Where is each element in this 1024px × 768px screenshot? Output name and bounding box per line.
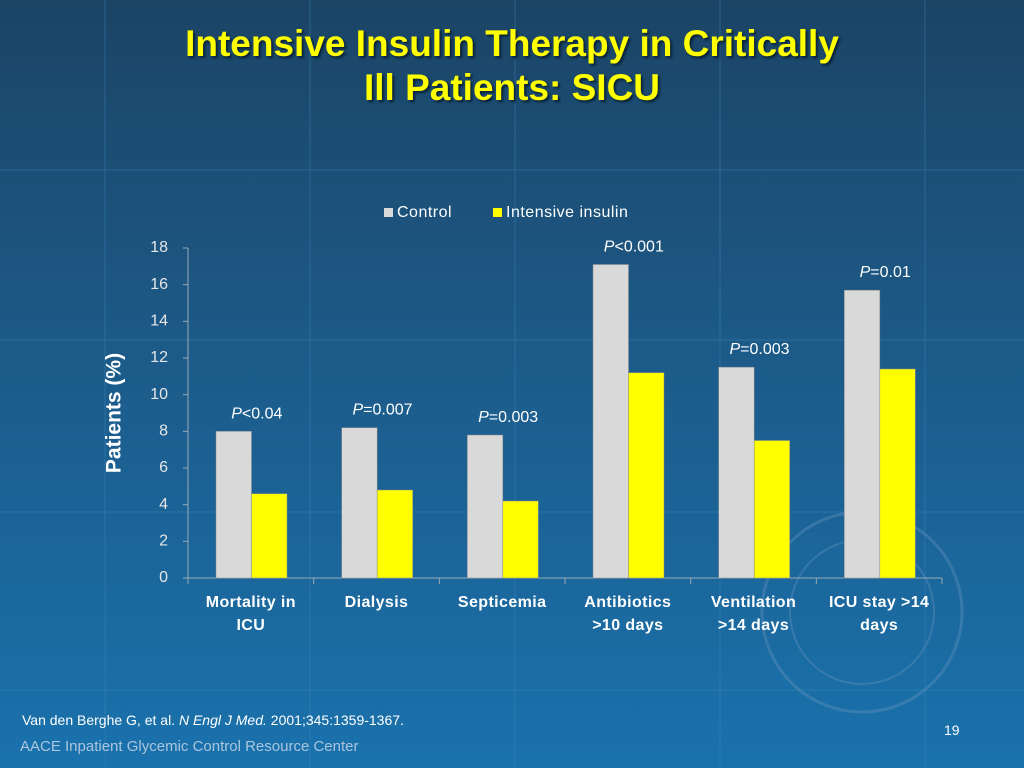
annotation-p: P xyxy=(860,264,871,281)
annotation-p: P xyxy=(604,239,615,256)
bar xyxy=(251,493,288,579)
annotation-value: <0.001 xyxy=(614,239,663,256)
annotation: P=0.003 xyxy=(478,409,538,426)
bar xyxy=(844,289,881,579)
bar xyxy=(628,372,665,579)
annotation: P<0.04 xyxy=(231,406,282,423)
y-tick-label: 12 xyxy=(150,349,168,366)
bar xyxy=(467,434,504,579)
citation-details: 2001;345:1359-1367. xyxy=(270,712,404,728)
y-tick-label: 14 xyxy=(150,313,168,330)
citation-authors: Van den Berghe G, et al. xyxy=(22,712,176,728)
x-tick-label: Ventilation >14 days xyxy=(710,594,797,634)
annotation-p: P xyxy=(729,341,740,358)
annotation: P=0.007 xyxy=(352,402,412,419)
annotation-p: P xyxy=(478,409,489,426)
annotation-value: <0.04 xyxy=(242,406,283,423)
bar xyxy=(592,264,629,579)
citation-journal: N Engl J Med. xyxy=(178,712,267,728)
bar xyxy=(376,489,413,579)
y-tick-label: 6 xyxy=(159,459,168,476)
annotation: P=0.01 xyxy=(860,264,911,281)
annotation-value: =0.003 xyxy=(740,341,789,358)
legend-swatch xyxy=(384,208,393,217)
annotation-value: =0.01 xyxy=(870,264,911,281)
slide-title: Intensive Insulin Therapy in Critically … xyxy=(0,22,1024,110)
annotation-p: P xyxy=(352,402,363,419)
x-tick-label: Antibiotics >10 days xyxy=(584,594,672,634)
y-tick-label: 0 xyxy=(159,569,168,586)
x-tick-label: ICU stay >14 days xyxy=(828,594,930,634)
y-tick-label: 18 xyxy=(150,239,168,256)
y-tick-label: 2 xyxy=(159,533,168,550)
legend-label: Control xyxy=(397,204,452,221)
annotation-value: =0.007 xyxy=(363,402,412,419)
title-line: Ill Patients: SICU xyxy=(363,67,661,108)
legend-label: Intensive insulin xyxy=(506,204,628,221)
x-tick-label: Septicemia xyxy=(457,594,547,611)
footer: AACE Inpatient Glycemic Control Resource… xyxy=(20,738,359,755)
bar xyxy=(753,440,790,579)
page-number: 19 xyxy=(944,722,960,738)
bar xyxy=(879,368,916,579)
title-line: Intensive Insulin Therapy in Critically xyxy=(185,23,839,64)
bar xyxy=(341,427,378,579)
x-tick-label: Mortality in ICU xyxy=(205,594,296,634)
x-tick-label: Dialysis xyxy=(344,594,409,611)
bar xyxy=(215,431,252,579)
annotation: P=0.003 xyxy=(729,341,789,358)
annotation-value: =0.003 xyxy=(489,409,538,426)
y-tick-label: 8 xyxy=(159,423,168,440)
y-tick-label: 4 xyxy=(159,496,168,513)
citation: Van den Berghe G, et al. N Engl J Med. 2… xyxy=(22,712,404,728)
annotation-p: P xyxy=(231,406,242,423)
bar xyxy=(502,500,539,579)
bar xyxy=(718,366,755,579)
legend-swatch xyxy=(493,208,502,217)
y-tick-label: 16 xyxy=(150,276,168,293)
y-tick-label: 10 xyxy=(150,386,168,403)
y-axis-title: Patients (%) xyxy=(103,353,126,473)
annotation: P<0.001 xyxy=(604,239,664,256)
